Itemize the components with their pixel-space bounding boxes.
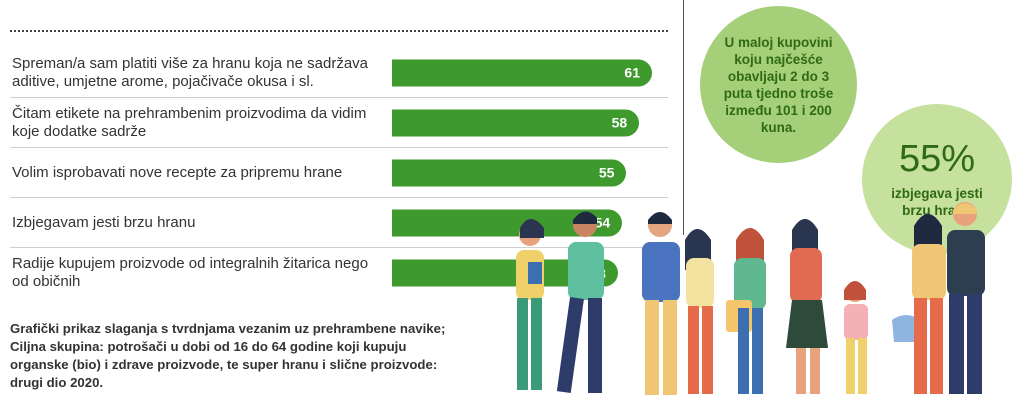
vertical-divider [683, 0, 684, 235]
bar-value-label: 61 [624, 64, 640, 81]
bar-chart: Spreman/a sam platiti više za hranu koja… [10, 48, 668, 298]
child-figure [844, 281, 868, 394]
category-label: Volim isprobavati nove recepte za pripre… [12, 163, 343, 181]
person-figure [556, 211, 604, 394]
category-label: Radije kupujem proizvode od integralnih … [12, 255, 369, 290]
category-label: Čitam etikete na prehrambenim proizvodim… [12, 104, 367, 140]
bar: 61 [392, 59, 652, 86]
top-dotted-divider [10, 30, 668, 32]
chart-row: Spreman/a sam platiti više za hranu koja… [10, 48, 668, 98]
person-figure [726, 228, 766, 394]
bar: 55 [392, 159, 627, 186]
info-bubble-spending-text: U maloj kupovini koju najčešće obavljaju… [723, 34, 834, 135]
info-bubble-percent: 55% [898, 138, 976, 180]
person-figure [892, 214, 946, 394]
chart-row: Volim isprobavati nove recepte za pripre… [10, 148, 668, 198]
category-label: Spreman/a sam platiti više za hranu koja… [12, 54, 369, 90]
person-figure [642, 212, 680, 395]
person-figure [786, 219, 828, 394]
person-figure [685, 229, 714, 394]
bar-value-label: 54 [594, 214, 611, 231]
chart-row: Čitam etikete na prehrambenim proizvodim… [10, 98, 668, 148]
person-figure [947, 202, 985, 394]
category-label: Izbjegavam jesti brzu hranu [12, 213, 196, 231]
bar: 58 [392, 109, 640, 136]
bar-value-label: 58 [611, 114, 628, 131]
people-group-illustration [516, 202, 985, 395]
info-bubble-spending: U maloj kupovini koju najčešće obavljaju… [700, 6, 857, 163]
chart-caption: Grafički prikaz slaganja s tvrdnjama vez… [10, 321, 446, 390]
bar-value-label: 55 [598, 164, 615, 181]
person-figure [516, 219, 544, 390]
